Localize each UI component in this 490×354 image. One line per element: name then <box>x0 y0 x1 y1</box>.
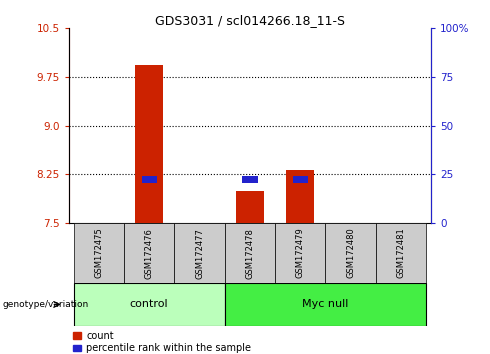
Text: GSM172475: GSM172475 <box>94 228 103 279</box>
Text: GSM172478: GSM172478 <box>245 228 254 279</box>
Text: GSM172479: GSM172479 <box>296 228 305 279</box>
Title: GDS3031 / scl014266.18_11-S: GDS3031 / scl014266.18_11-S <box>155 14 345 27</box>
Bar <box>142 176 157 183</box>
Bar <box>225 223 275 283</box>
Bar <box>236 190 264 223</box>
Bar <box>174 223 225 283</box>
Bar <box>287 170 314 223</box>
Bar <box>124 223 174 283</box>
Bar <box>293 176 308 183</box>
Bar <box>74 283 225 326</box>
Text: GSM172477: GSM172477 <box>195 228 204 279</box>
Bar <box>225 283 426 326</box>
Text: control: control <box>130 299 169 309</box>
Bar <box>74 223 124 283</box>
Bar <box>325 223 376 283</box>
Bar <box>242 176 258 183</box>
Text: GSM172480: GSM172480 <box>346 228 355 279</box>
Bar <box>376 223 426 283</box>
Bar <box>275 223 325 283</box>
Legend: count, percentile rank within the sample: count, percentile rank within the sample <box>74 331 251 353</box>
Text: Myc null: Myc null <box>302 299 348 309</box>
Text: genotype/variation: genotype/variation <box>2 300 89 309</box>
Text: GSM172476: GSM172476 <box>145 228 154 279</box>
Bar <box>135 65 163 223</box>
Text: GSM172481: GSM172481 <box>396 228 406 279</box>
